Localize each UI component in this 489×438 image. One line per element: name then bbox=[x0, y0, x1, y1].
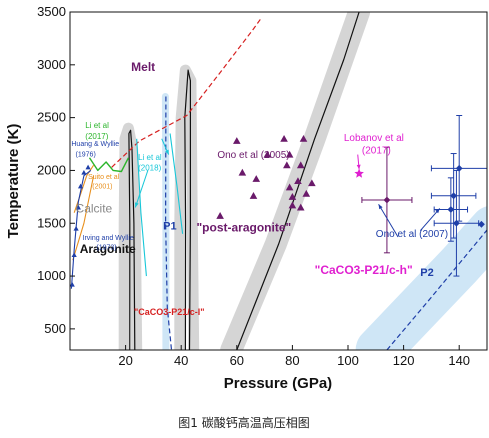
data-point-4-4 bbox=[77, 183, 84, 189]
uncertainty-bands bbox=[118, 12, 487, 350]
reference-label-9: (1976) bbox=[76, 152, 96, 159]
data-point-0-3 bbox=[249, 191, 258, 199]
reference-label-13: (1973) bbox=[96, 245, 116, 252]
reference-label-6: Li et al bbox=[138, 153, 162, 162]
data-point-0-0 bbox=[216, 212, 224, 219]
data-point-0-2 bbox=[238, 168, 247, 176]
phase-label-2: Aragonite bbox=[80, 242, 136, 256]
reference-label-4: Li et al bbox=[85, 121, 109, 130]
reference-label-3: Ono et al (2007) bbox=[376, 229, 448, 240]
annotation-arrow-0 bbox=[356, 154, 361, 170]
data-point-4-6 bbox=[85, 164, 91, 170]
y-tick-label-6: 3500 bbox=[37, 4, 66, 19]
data-point-0-11 bbox=[288, 201, 297, 209]
phase-boundary-4 bbox=[165, 96, 173, 350]
phase-boundary-7 bbox=[169, 133, 184, 234]
annotation-arrows bbox=[134, 138, 441, 238]
y-axis-title: Temperature (K) bbox=[5, 124, 22, 239]
phase-label-1: Calcite bbox=[76, 202, 113, 216]
x-tick-label-0: 20 bbox=[118, 353, 132, 368]
data-point-1-0 bbox=[354, 168, 364, 178]
reference-label-0: Ono et al (2005) bbox=[217, 150, 289, 161]
y-tick-label-5: 3000 bbox=[37, 57, 66, 72]
y-tick-label-2: 1500 bbox=[37, 215, 66, 230]
phase-boundary-10 bbox=[72, 175, 95, 261]
figure-caption: 图1 碳酸钙高温高压相图 bbox=[178, 415, 309, 430]
x-tick-label-6: 140 bbox=[448, 353, 470, 368]
x-axis-title: Pressure (GPa) bbox=[224, 375, 332, 392]
axis-ticks: 20 40 60 80 100 120 140 500 1000 1500 2000 2500 3000… bbox=[37, 4, 470, 368]
reference-label-1: Lobanov et al bbox=[344, 133, 404, 144]
data-point-0-13 bbox=[296, 161, 305, 169]
phase-label-6: P1 bbox=[163, 221, 176, 233]
reference-label-7: (2018) bbox=[138, 163, 161, 172]
data-point-0-4 bbox=[252, 175, 261, 182]
reference-label-11: (2001) bbox=[92, 183, 112, 190]
phase-label-7: P2 bbox=[420, 267, 433, 279]
y-tick-label-4: 2500 bbox=[37, 110, 66, 125]
data-point-4-1 bbox=[71, 252, 77, 258]
data-point-3-0 bbox=[383, 196, 391, 204]
data-point-0-10 bbox=[288, 193, 297, 200]
phase-boundary-3 bbox=[111, 16, 263, 168]
x-tick-label-3: 80 bbox=[285, 353, 299, 368]
reference-label-10: Suito et al bbox=[88, 174, 120, 181]
reference-label-5: (2017) bbox=[85, 132, 108, 141]
data-points bbox=[70, 134, 485, 287]
reference-label-2: (2017) bbox=[362, 146, 391, 157]
uncertainty-band-0 bbox=[118, 122, 143, 350]
annotation-arrow-1 bbox=[378, 203, 399, 238]
x-tick-label-5: 120 bbox=[393, 353, 415, 368]
data-point-2-3 bbox=[447, 206, 455, 213]
y-tick-label-3: 2000 bbox=[37, 162, 66, 177]
data-point-0-9 bbox=[285, 183, 294, 191]
phase-boundary-0 bbox=[128, 129, 136, 350]
data-point-0-8 bbox=[285, 150, 294, 158]
data-point-4-2 bbox=[73, 225, 79, 231]
phase-label-4: "CaCO3-P21/c-h" bbox=[315, 263, 413, 277]
data-point-4-3 bbox=[75, 204, 81, 210]
uncertainty-band-1 bbox=[174, 64, 200, 350]
y-tick-label-1: 1000 bbox=[37, 268, 66, 283]
data-point-0-12 bbox=[294, 177, 302, 185]
data-point-0-5 bbox=[263, 150, 272, 158]
uncertainty-band-4 bbox=[355, 206, 487, 350]
x-tick-label-4: 100 bbox=[337, 353, 359, 368]
phase-boundary-2 bbox=[236, 12, 360, 350]
data-point-2-0 bbox=[450, 192, 458, 200]
x-tick-label-1: 40 bbox=[174, 353, 188, 368]
data-point-0-15 bbox=[299, 134, 308, 142]
annotation-arrow-3 bbox=[134, 170, 149, 208]
data-point-0-17 bbox=[308, 179, 316, 187]
data-point-4-5 bbox=[81, 169, 87, 175]
data-point-0-6 bbox=[280, 134, 288, 142]
data-point-0-16 bbox=[302, 189, 311, 197]
plot-frame bbox=[69, 11, 488, 351]
phase-label-5: "CaCO3-P21/c-l" bbox=[134, 307, 205, 317]
data-point-2-4 bbox=[478, 220, 485, 228]
phase-label-3: "post-aragonite" bbox=[196, 221, 291, 235]
reference-label-12: Irving and Wyllie bbox=[83, 235, 134, 242]
phase-label-0: Melt bbox=[131, 60, 155, 74]
annotation-labels: Melt Calcite Aragonite "post-aragonite" "CaC… bbox=[71, 60, 448, 317]
x-tick-label-2: 60 bbox=[230, 353, 244, 368]
data-point-4-0 bbox=[70, 281, 75, 287]
uncertainty-band-2 bbox=[220, 12, 371, 350]
phase-boundary-1 bbox=[184, 69, 191, 350]
data-point-2-1 bbox=[453, 219, 460, 227]
reference-label-8: Huang & Wyllie bbox=[71, 141, 119, 148]
data-point-2-2 bbox=[455, 164, 463, 172]
phase-boundary-11 bbox=[70, 169, 92, 289]
phase-boundary-6 bbox=[136, 138, 147, 277]
data-point-0-1 bbox=[233, 137, 241, 144]
phase-boundaries bbox=[70, 12, 487, 350]
phase-boundary-8 bbox=[88, 157, 130, 173]
annotation-arrow-2 bbox=[419, 208, 441, 231]
data-point-0-7 bbox=[283, 161, 291, 169]
y-tick-label-0: 500 bbox=[44, 321, 66, 336]
annotation-arrow-4 bbox=[161, 138, 170, 155]
data-point-0-14 bbox=[296, 203, 305, 211]
